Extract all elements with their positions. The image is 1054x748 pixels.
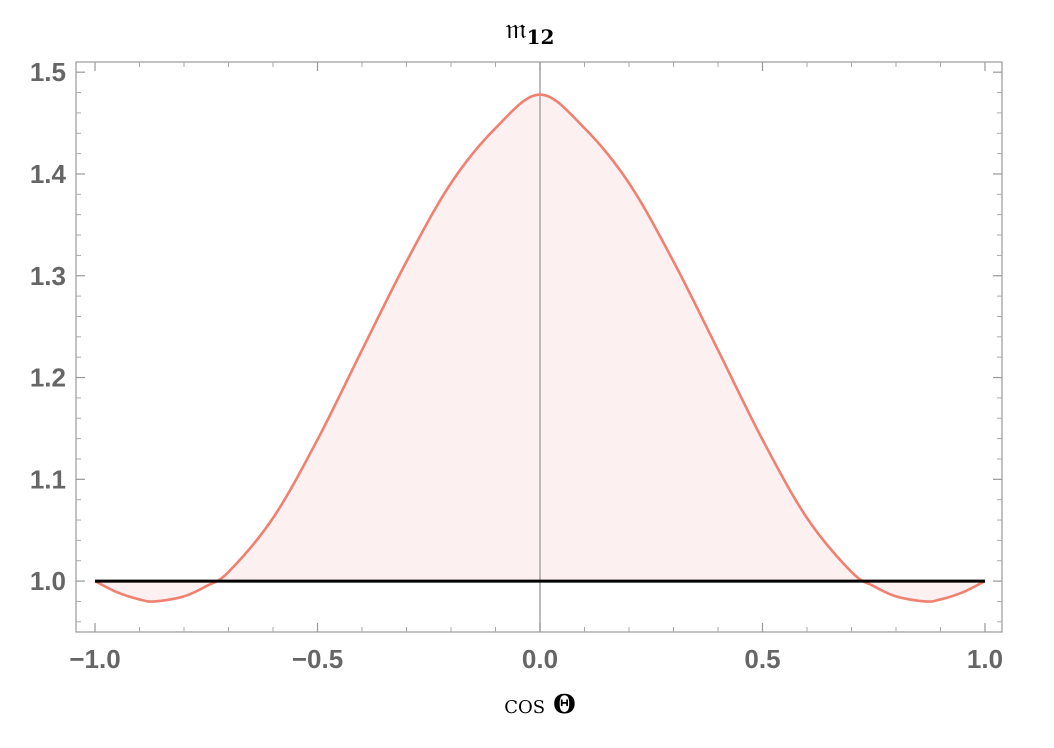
y-tick-label: 1.5 — [30, 57, 66, 87]
x-tick-label: 1.0 — [967, 644, 1003, 674]
x-tick-label: 0.5 — [744, 644, 780, 674]
y-tick-label: 1.2 — [30, 363, 66, 393]
series-0-line — [94, 93, 986, 603]
y-tick-label: 1.3 — [30, 261, 66, 291]
y-tick-label: 1.4 — [30, 159, 67, 189]
series-layer — [94, 93, 986, 603]
y-tick-label: 1.0 — [30, 566, 66, 596]
x-tick-label: −0.5 — [292, 644, 343, 674]
chart-title-subscript: 12 — [527, 25, 555, 49]
ticks-layer: −1.0 −0.5 0.0 0.5 1.0 1.0 1.1 1.2 1.3 1.4 1.5 — [30, 57, 1003, 674]
plot-frame — [75, 61, 1003, 633]
chart-title: 𝔪12 — [506, 12, 555, 49]
y-tick-label: 1.1 — [30, 464, 66, 494]
x-tick-label: 0.0 — [522, 644, 558, 674]
x-axis-label: cos Θ — [504, 690, 576, 720]
x-tick-label: −1.0 — [69, 644, 120, 674]
